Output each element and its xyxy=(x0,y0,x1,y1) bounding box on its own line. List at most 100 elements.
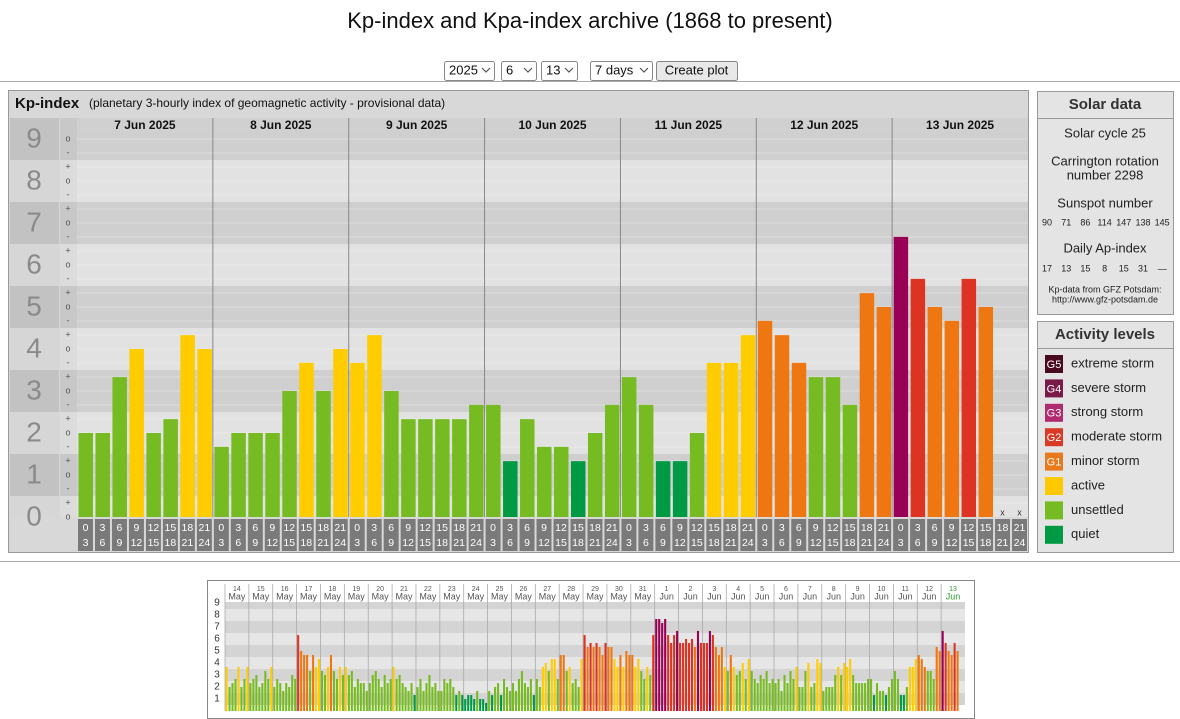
bar xyxy=(649,675,652,711)
y-sub-label: - xyxy=(67,483,70,493)
bar xyxy=(878,690,882,711)
sunspot-value: 114 xyxy=(1097,217,1111,227)
y-sub-label: o xyxy=(65,301,70,311)
source: http://www.gfz-potsdam.de xyxy=(1052,294,1158,304)
hour-label: 6 xyxy=(932,522,938,534)
hour-label: 3 xyxy=(354,537,360,549)
day-number: 14 xyxy=(233,586,241,593)
day-month: Jun xyxy=(683,591,698,601)
hour-label: 15 xyxy=(572,522,584,534)
day-month: Jun xyxy=(731,591,746,601)
bar xyxy=(577,687,580,711)
bar xyxy=(282,690,285,711)
select[interactable] xyxy=(541,61,578,81)
bar xyxy=(326,666,330,711)
bar xyxy=(374,671,377,711)
label-band xyxy=(10,286,59,328)
hour-label: 21 xyxy=(997,537,1009,549)
hour-label: 0 xyxy=(218,522,224,534)
day-label: 13 Jun 2025 xyxy=(926,118,994,132)
bar xyxy=(401,419,416,517)
bar xyxy=(491,695,494,711)
bar xyxy=(798,687,801,711)
bar xyxy=(294,678,297,711)
select[interactable] xyxy=(590,61,653,81)
bar xyxy=(523,683,526,711)
bar xyxy=(789,671,792,711)
hour-cell xyxy=(740,519,756,551)
bar xyxy=(297,635,300,711)
bar xyxy=(837,666,840,711)
bar xyxy=(592,647,595,711)
hour-cell xyxy=(94,519,110,551)
y-sub-label: + xyxy=(65,371,70,381)
bar xyxy=(440,690,443,711)
bar xyxy=(843,663,846,711)
hour-label: 9 xyxy=(796,537,802,549)
bar xyxy=(554,446,569,517)
bar xyxy=(574,678,577,711)
day-month: May xyxy=(300,591,318,601)
bar xyxy=(197,349,212,517)
select[interactable] xyxy=(444,61,495,81)
y-sub-label: o xyxy=(65,511,70,521)
sub-band xyxy=(60,496,77,517)
label-band xyxy=(10,328,59,370)
bar xyxy=(341,675,344,711)
hour-label: 18 xyxy=(997,522,1009,534)
hour-label: 24 xyxy=(742,537,754,549)
legend-code: G3 xyxy=(1047,408,1062,420)
bar xyxy=(598,647,601,711)
hour-label: 6 xyxy=(915,537,921,549)
hour-label: 12 xyxy=(131,537,143,549)
bar xyxy=(565,671,568,711)
bar xyxy=(795,666,798,711)
y-sub-label: - xyxy=(67,231,70,241)
bar xyxy=(264,671,267,711)
select[interactable] xyxy=(501,61,537,81)
grid-band xyxy=(225,693,965,705)
y-sub-label: o xyxy=(65,175,70,185)
label-band xyxy=(10,454,59,496)
day-label: 8 Jun 2025 xyxy=(250,118,312,132)
legend-label: minor storm xyxy=(1071,453,1140,468)
hour-cell xyxy=(893,519,909,551)
bar xyxy=(953,642,956,711)
bar xyxy=(586,647,589,711)
day-number: 11 xyxy=(902,586,909,593)
bar xyxy=(757,320,773,517)
solar-cycle: Solar cycle 25 xyxy=(1064,125,1146,140)
day-month: May xyxy=(419,591,437,601)
button[interactable] xyxy=(656,61,738,81)
bar xyxy=(246,666,249,711)
bar xyxy=(583,635,586,711)
y-tick-label: 3 xyxy=(26,374,42,405)
bar xyxy=(291,675,294,711)
day-number: 29 xyxy=(591,586,599,593)
bar xyxy=(303,654,306,711)
bar xyxy=(747,659,750,711)
y-sub-label: + xyxy=(65,455,70,465)
bar xyxy=(604,404,620,517)
hour-label: 18 xyxy=(317,522,329,534)
bar xyxy=(792,678,795,711)
day-number: 8 xyxy=(832,586,836,593)
bar xyxy=(855,683,858,711)
hour-label: 12 xyxy=(283,522,295,534)
day-month: Jun xyxy=(922,591,937,601)
bar xyxy=(497,683,500,711)
bar xyxy=(774,683,777,711)
bar xyxy=(699,642,703,711)
hour-label: 3 xyxy=(218,537,224,549)
y-sub-label: o xyxy=(65,259,70,269)
bar xyxy=(923,666,926,711)
y-sub-label: o xyxy=(65,133,70,143)
hour-cell xyxy=(638,519,654,551)
bar xyxy=(237,666,240,711)
bar xyxy=(786,683,789,711)
bar xyxy=(726,671,729,711)
hour-cell xyxy=(927,519,943,551)
bar xyxy=(520,671,523,711)
bar xyxy=(395,678,398,711)
bar xyxy=(276,678,279,711)
